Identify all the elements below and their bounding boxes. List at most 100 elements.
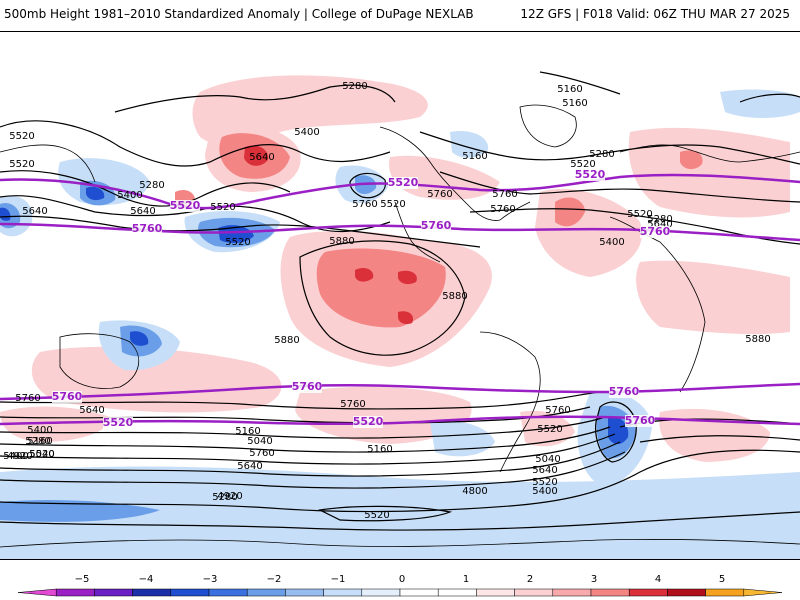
contour-label: 5880 bbox=[329, 236, 354, 247]
legend-bin bbox=[705, 588, 745, 597]
legend-bin bbox=[476, 588, 515, 597]
contour-label: 5040 bbox=[247, 436, 272, 447]
contour-label: 5160 bbox=[235, 426, 260, 437]
contour-label: 5400 bbox=[117, 190, 142, 201]
legend-bin bbox=[628, 588, 668, 597]
reference-label-bg bbox=[52, 391, 82, 403]
legend-tick-label: 0 bbox=[399, 574, 405, 585]
positive-anomaly-area bbox=[628, 127, 790, 218]
reference-label-bg bbox=[388, 177, 418, 189]
legend-bin bbox=[743, 588, 783, 597]
contour-label: 5400 bbox=[599, 237, 624, 248]
contour-label: 5880 bbox=[745, 334, 770, 345]
legend-bin bbox=[514, 588, 554, 597]
contour-line bbox=[639, 435, 800, 443]
reference-label-bg bbox=[292, 381, 322, 393]
legend-tick-label: −3 bbox=[203, 574, 218, 585]
negative-anomaly-core bbox=[0, 499, 160, 522]
contour-label: 5280 bbox=[589, 149, 614, 160]
contour-label: 5760 bbox=[340, 399, 365, 410]
negative-anomaly-area bbox=[430, 420, 495, 457]
contour-label: 5040 bbox=[535, 454, 560, 465]
reference-contour-label: 5760 bbox=[609, 385, 640, 398]
contour-label: 4920 bbox=[7, 451, 32, 462]
map-title: 500mb Height 1981–2010 Standardized Anom… bbox=[4, 7, 474, 21]
contour-label: 5760 bbox=[352, 199, 377, 210]
legend-tick-label: 2 bbox=[527, 574, 533, 585]
legend-bin bbox=[55, 588, 95, 597]
purple-5520-line-south bbox=[0, 415, 800, 426]
europe-coast bbox=[619, 144, 800, 163]
positive-anomaly-area bbox=[636, 260, 790, 335]
legend-ticks: −5 −4 −3 −2 −1 0 1 2 3 4 5 bbox=[75, 574, 726, 585]
contour-line bbox=[0, 215, 481, 248]
contour-label: 5640 bbox=[79, 405, 104, 416]
antarctica-coast bbox=[0, 539, 800, 548]
legend-bin bbox=[361, 588, 401, 597]
contour-label: 5160 bbox=[557, 84, 582, 95]
reference-contour-label: 5520 bbox=[170, 199, 201, 212]
legend-bin bbox=[399, 588, 439, 597]
coastlines bbox=[0, 104, 800, 548]
purple-5760-line-south bbox=[0, 382, 800, 401]
contour-label: 5280 bbox=[212, 492, 237, 503]
contour-line bbox=[739, 93, 800, 103]
anomaly-shading bbox=[0, 75, 800, 559]
contour-label: 5760 bbox=[427, 189, 452, 200]
contour-label: 5520 bbox=[380, 199, 405, 210]
model-run-info: 12Z GFS | F018 Valid: 06Z THU MAR 27 202… bbox=[520, 7, 790, 21]
contour-line bbox=[439, 171, 800, 203]
contour-line bbox=[0, 416, 606, 439]
legend-tick-label: 4 bbox=[655, 574, 661, 585]
contour-label: 5760 bbox=[15, 393, 40, 404]
contour-label: 5640 bbox=[647, 219, 672, 230]
legend-bin bbox=[132, 588, 172, 597]
contour-line bbox=[299, 240, 466, 356]
contour-label: 5640 bbox=[237, 461, 262, 472]
contour-line bbox=[0, 426, 611, 453]
reference-contour-label: 5760 bbox=[292, 380, 323, 393]
contour-line bbox=[0, 120, 391, 167]
contour-label: 4800 bbox=[462, 486, 487, 497]
legend-bin bbox=[437, 588, 477, 597]
negative-anomaly-peak bbox=[0, 207, 11, 221]
positive-anomaly-area bbox=[535, 188, 642, 277]
north-america-coast bbox=[379, 126, 531, 221]
legend-bin bbox=[94, 588, 133, 597]
contour-label: 5520 bbox=[537, 424, 562, 435]
reference-contour-label: 5760 bbox=[132, 222, 163, 235]
reference-label-bg bbox=[132, 223, 162, 235]
contour-line bbox=[0, 433, 616, 465]
reference-contour-label: 5520 bbox=[103, 416, 134, 429]
contour-label: 5520 bbox=[210, 202, 235, 213]
color-legend: −5 −4 −3 −2 −1 0 1 2 3 4 5 bbox=[0, 560, 800, 600]
contour-label: 5280 bbox=[647, 214, 672, 225]
asia-coast bbox=[0, 144, 96, 183]
contour-label: 5520 bbox=[29, 449, 54, 460]
contour-line bbox=[318, 505, 453, 522]
contour-label: 5760 bbox=[249, 448, 274, 459]
contour-label: 5760 bbox=[545, 405, 570, 416]
legend-tick-label: 3 bbox=[591, 574, 597, 585]
reference-label-bg bbox=[640, 226, 670, 238]
greenland-coast bbox=[519, 104, 577, 148]
contour-label: 5400 bbox=[27, 425, 52, 436]
contour-line bbox=[0, 441, 621, 477]
positive-anomaly-area bbox=[295, 386, 472, 444]
contour-label: 5280 bbox=[342, 81, 367, 92]
legend-bar: −5 −4 −3 −2 −1 0 1 2 3 4 5 bbox=[17, 574, 783, 597]
contour-line bbox=[0, 170, 291, 207]
negative-anomaly-area bbox=[720, 89, 800, 118]
legend-tick-label: −2 bbox=[267, 574, 282, 585]
reference-label-bg bbox=[353, 416, 383, 428]
contour-label: 5040 bbox=[29, 449, 54, 460]
positive-anomaly-peak bbox=[398, 270, 417, 285]
negative-anomaly-peak bbox=[130, 331, 149, 346]
negative-anomaly-area bbox=[450, 130, 489, 158]
negative-anomaly-peak bbox=[86, 186, 105, 201]
contour-label: 5760 bbox=[492, 189, 517, 200]
legend-bin bbox=[590, 588, 630, 597]
contour-line bbox=[114, 84, 396, 113]
